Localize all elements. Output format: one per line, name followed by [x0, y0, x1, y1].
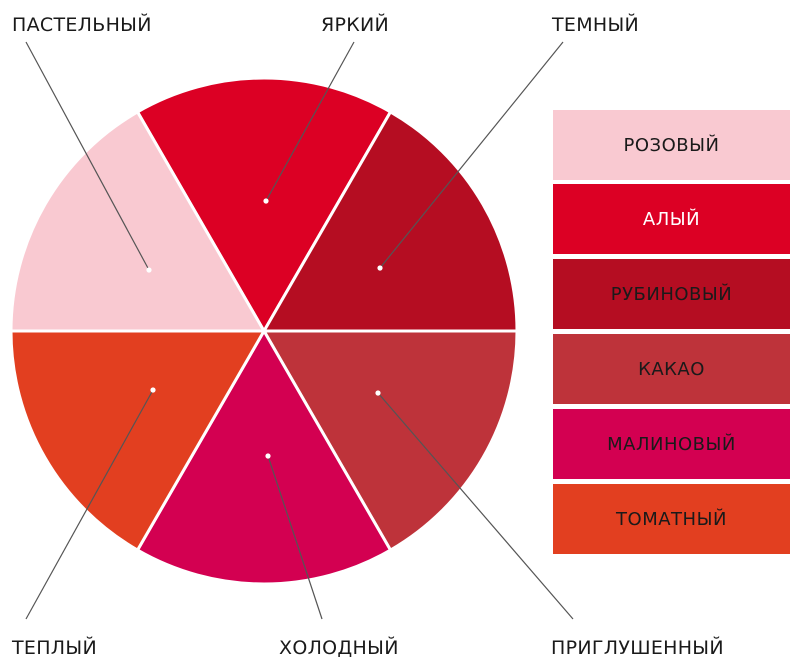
swatch-label: КАКАО [638, 358, 705, 380]
swatch-ruby: РУБИНОВЫЙ [553, 259, 790, 329]
label-muted: ПРИГЛУШЕННЫЙ [551, 637, 724, 659]
leader-line-warm [25, 389, 154, 620]
leader-line-pastel [25, 41, 150, 271]
wheel-segment-muted [262, 329, 519, 552]
leader-dot-muted [375, 390, 381, 396]
wheel-segment-bright [136, 76, 392, 333]
leader-line-muted [377, 392, 574, 620]
swatch-label: РОЗОВЫЙ [623, 134, 720, 156]
swatch-label: АЛЫЙ [642, 208, 701, 230]
label-dark: ТЕМНЫЙ [552, 14, 640, 36]
swatch-pink: РОЗОВЫЙ [553, 110, 790, 180]
swatch-scarlet: АЛЫЙ [553, 184, 790, 254]
wheel-segment-pastel [9, 110, 266, 333]
leader-dot-pastel [146, 267, 152, 273]
leader-line-cold [267, 455, 323, 620]
swatch-tomato: ТОМАТНЫЙ [553, 484, 790, 554]
leader-dot-cold [265, 453, 271, 459]
label-pastel: ПАСТЕЛЬНЫЙ [12, 14, 152, 36]
label-cold: ХОЛОДНЫЙ [279, 637, 399, 659]
swatch-label: РУБИНОВЫЙ [610, 283, 733, 305]
leader-dot-dark [377, 265, 383, 271]
label-warm: ТЕПЛЫЙ [12, 637, 97, 659]
wheel-segment-dark [262, 110, 519, 333]
wheel-segment-warm [9, 329, 266, 552]
leader-line-bright [265, 41, 355, 202]
swatch-label: МАЛИНОВЫЙ [607, 433, 736, 455]
leader-dot-bright [263, 198, 269, 204]
swatch-cocoa: КАКАО [553, 334, 790, 404]
swatch-label: ТОМАТНЫЙ [616, 508, 727, 530]
leader-line-dark [379, 41, 564, 269]
swatch-raspberry: МАЛИНОВЫЙ [553, 409, 790, 479]
leader-dot-warm [150, 387, 156, 393]
wheel-segment-cold [136, 329, 392, 586]
label-bright: ЯРКИЙ [321, 14, 390, 36]
